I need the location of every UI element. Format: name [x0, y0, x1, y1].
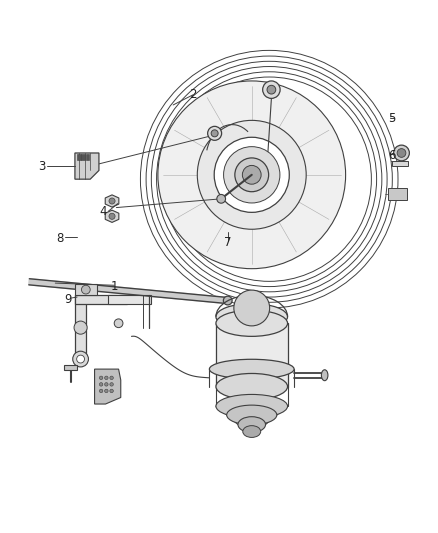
Polygon shape [81, 154, 85, 159]
Text: 6: 6 [388, 149, 395, 161]
Circle shape [99, 376, 103, 379]
Circle shape [223, 147, 280, 203]
Circle shape [141, 51, 398, 308]
Polygon shape [29, 279, 228, 304]
Circle shape [73, 351, 88, 367]
Circle shape [110, 389, 113, 393]
Text: 5: 5 [388, 111, 395, 125]
Polygon shape [75, 284, 97, 295]
Circle shape [109, 198, 115, 204]
Circle shape [394, 145, 410, 161]
Text: 7: 7 [224, 236, 231, 249]
Circle shape [208, 126, 222, 140]
Circle shape [81, 285, 90, 294]
Circle shape [110, 383, 113, 386]
Circle shape [109, 213, 115, 220]
Circle shape [77, 355, 85, 363]
Circle shape [397, 149, 406, 157]
Ellipse shape [227, 405, 277, 425]
Circle shape [99, 383, 103, 386]
Polygon shape [95, 369, 121, 404]
Ellipse shape [209, 359, 294, 379]
Circle shape [211, 130, 218, 137]
Text: 9: 9 [65, 293, 72, 306]
Ellipse shape [243, 426, 261, 438]
Ellipse shape [321, 370, 328, 381]
Polygon shape [392, 161, 408, 166]
Text: 2: 2 [189, 87, 197, 101]
Ellipse shape [216, 310, 288, 336]
Polygon shape [75, 295, 127, 304]
Circle shape [99, 389, 103, 393]
Circle shape [105, 389, 108, 393]
Text: 3: 3 [39, 159, 46, 173]
Circle shape [214, 138, 289, 212]
Circle shape [242, 165, 261, 184]
Circle shape [223, 296, 232, 305]
Text: 8: 8 [56, 232, 64, 245]
Circle shape [105, 383, 108, 386]
Text: 1: 1 [110, 280, 118, 293]
Ellipse shape [216, 374, 288, 400]
Circle shape [217, 195, 226, 203]
Circle shape [114, 319, 123, 328]
Ellipse shape [216, 394, 288, 418]
Circle shape [235, 158, 268, 192]
Polygon shape [86, 154, 89, 159]
Polygon shape [105, 195, 119, 207]
Polygon shape [105, 210, 119, 222]
Polygon shape [75, 153, 99, 179]
Polygon shape [389, 188, 407, 200]
Circle shape [105, 376, 108, 379]
Text: 4: 4 [99, 205, 107, 219]
Circle shape [263, 81, 280, 99]
Polygon shape [77, 154, 81, 159]
Circle shape [197, 120, 306, 229]
Circle shape [110, 376, 113, 379]
Polygon shape [216, 323, 288, 386]
Polygon shape [64, 365, 77, 370]
Circle shape [267, 85, 276, 94]
Circle shape [74, 321, 87, 334]
Polygon shape [75, 295, 86, 360]
Circle shape [234, 290, 270, 326]
Circle shape [158, 81, 346, 269]
Polygon shape [108, 295, 151, 304]
Ellipse shape [238, 417, 265, 432]
Ellipse shape [216, 304, 288, 330]
